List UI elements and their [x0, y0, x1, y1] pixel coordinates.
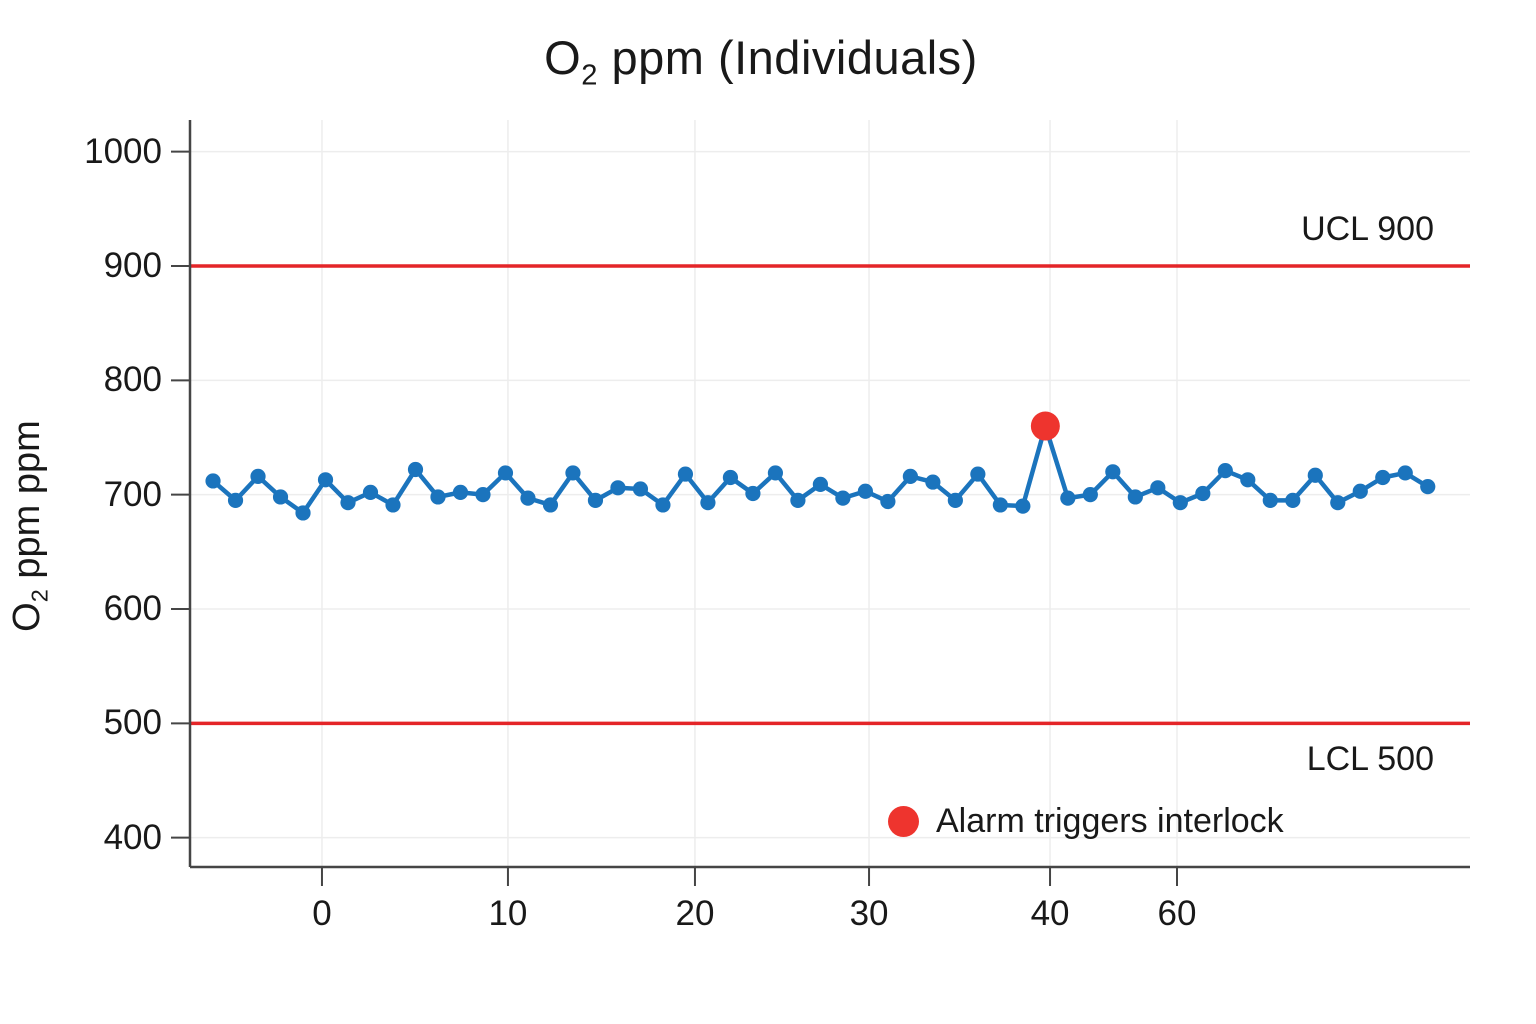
- data-point: [1195, 485, 1211, 502]
- alarm-legend-dot-icon: [888, 806, 919, 837]
- y-tick-label: 1000: [84, 131, 162, 171]
- data-point: [1127, 489, 1143, 505]
- data-point: [250, 468, 266, 484]
- data-point: [745, 485, 761, 502]
- data-point: [767, 465, 784, 481]
- data-point: [430, 489, 446, 505]
- x-tick-label: 60: [1157, 894, 1197, 933]
- y-tick-label: 800: [103, 360, 162, 400]
- data-point: [1307, 467, 1323, 483]
- data-point: [925, 474, 941, 490]
- data-point: [497, 465, 514, 481]
- data-point: [520, 490, 536, 506]
- data-point: [1082, 487, 1098, 503]
- data-point: [340, 495, 356, 511]
- data-point: [632, 481, 649, 497]
- data-point: [677, 466, 694, 482]
- data-point: [722, 469, 739, 486]
- y-tick-label: 900: [103, 246, 162, 285]
- data-point: [227, 492, 244, 508]
- data-point: [1330, 495, 1346, 511]
- data-point: [655, 497, 671, 513]
- data-point: [475, 487, 491, 503]
- chart-title-pre: O: [544, 31, 582, 84]
- data-point: [295, 505, 311, 521]
- chart-title-subscript: 2: [581, 59, 598, 92]
- chart-title: O2 ppm (Individuals): [0, 30, 1522, 92]
- data-point: [1262, 492, 1278, 508]
- legend: Alarm triggers interlock: [888, 802, 1284, 841]
- data-point: [947, 492, 963, 508]
- data-point: [1060, 490, 1076, 506]
- x-tick-label: 20: [675, 894, 715, 933]
- data-point: [565, 465, 581, 481]
- data-point: [902, 468, 918, 484]
- data-point: [790, 492, 806, 508]
- data-point: [812, 476, 829, 492]
- data-point: [452, 484, 469, 500]
- data-point: [835, 490, 851, 506]
- data-point: [317, 472, 334, 488]
- y-axis-title-rest: ppm ppm: [6, 420, 48, 590]
- y-axis-title-pre: O: [6, 602, 48, 632]
- chart-title-rest: ppm (Individuals): [597, 31, 978, 84]
- data-point: [205, 473, 221, 489]
- data-point: [857, 483, 873, 499]
- data-point: [1420, 479, 1436, 495]
- data-point: [1285, 492, 1301, 508]
- data-point: [610, 480, 626, 496]
- ucl-label: UCL 900: [1301, 210, 1434, 248]
- lcl-label: LCL 500: [1306, 740, 1434, 778]
- x-tick-label: 30: [849, 894, 889, 933]
- x-tick-label: 10: [488, 894, 528, 933]
- axes-spines: [188, 120, 1470, 869]
- data-point: [700, 495, 716, 511]
- y-tick-label: 400: [103, 817, 162, 857]
- x-tick-label: 0: [312, 894, 332, 933]
- y-tick-label: 500: [103, 703, 162, 743]
- data-point: [1217, 463, 1233, 479]
- x-tick-label: 40: [1030, 894, 1070, 933]
- legend-label: Alarm triggers interlock: [936, 802, 1284, 840]
- data-point: [992, 497, 1008, 513]
- data-point: [1240, 472, 1256, 488]
- data-point: [1015, 498, 1031, 514]
- y-axis-title-subscript: 2: [26, 589, 53, 603]
- data-point: [970, 466, 986, 482]
- data-point: [1172, 495, 1188, 511]
- data-point: [362, 484, 379, 500]
- data-point: [1352, 483, 1368, 499]
- data-point: [542, 497, 559, 513]
- data-point: [1397, 465, 1413, 481]
- data-point: [1105, 464, 1121, 480]
- axis-tick-marks: [171, 150, 1179, 886]
- data-point: [1375, 469, 1391, 486]
- y-tick-label: 700: [103, 474, 162, 514]
- data-point: [407, 461, 424, 478]
- control-limit-lines: [190, 264, 1470, 726]
- y-axis-title: O2 ppm ppm: [6, 276, 58, 776]
- data-point: [272, 489, 289, 505]
- y-tick-label: 600: [103, 588, 162, 628]
- data-point: [587, 492, 604, 508]
- alarm-point: [1030, 411, 1060, 441]
- data-point: [880, 493, 896, 510]
- individuals-series: [205, 411, 1436, 521]
- data-point: [385, 497, 401, 513]
- data-point: [1150, 480, 1166, 496]
